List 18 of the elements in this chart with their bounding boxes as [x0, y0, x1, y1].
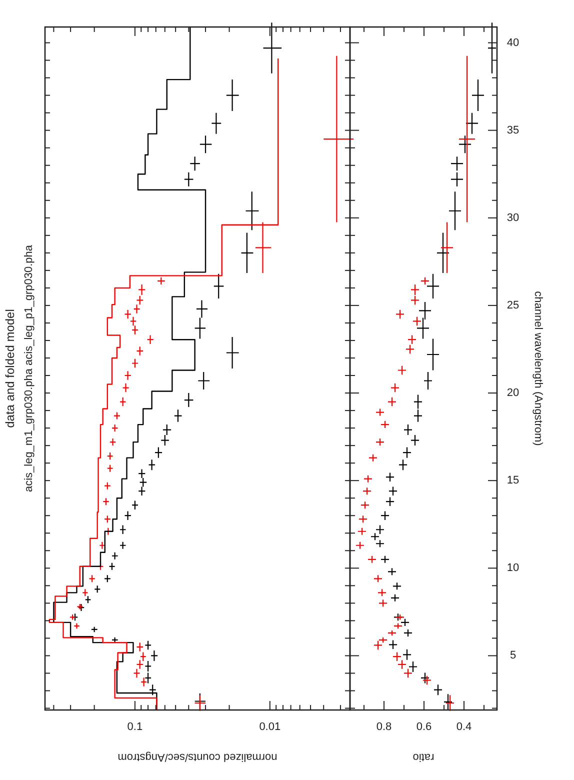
x-tick-label: 0.4: [456, 721, 472, 733]
y-tick-label: 15: [506, 474, 520, 487]
x-axis-title: normalized counts/sec/Angstrom: [118, 751, 278, 763]
x-tick-label: 0.6: [416, 721, 432, 733]
text: acis_leg_m1_grp030.pha acis_leg_p1_grp030.pha: [23, 244, 35, 492]
text: data and folded model: [3, 309, 17, 428]
y-tick-label: 10: [506, 562, 520, 574]
x-tick-label: 0.8: [376, 721, 392, 733]
y-axis-title: channel wavelength (Angstrom): [532, 291, 544, 446]
y-tick-label: 30: [506, 212, 520, 224]
y-tick-label: 40: [506, 36, 520, 49]
x-tick-label: 0.1: [127, 721, 143, 733]
x-tick-label: 0.01: [259, 721, 281, 733]
y-tick-label: 25: [506, 299, 520, 312]
x-axis-title: ratio: [412, 751, 434, 763]
y-tick-label: 35: [506, 124, 520, 136]
y-tick-label: 5: [510, 650, 516, 662]
y-tick-label: 20: [506, 387, 520, 400]
